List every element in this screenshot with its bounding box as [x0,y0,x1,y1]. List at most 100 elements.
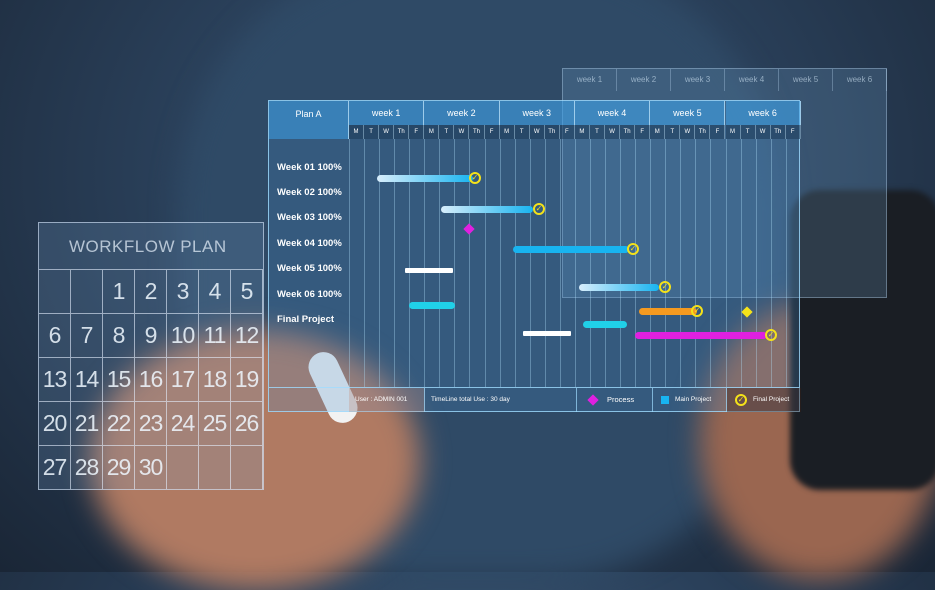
week-header: week 6 [725,101,801,125]
week-header: week 2 [424,101,500,125]
left-hand [90,330,420,590]
user-label: User : ADMIN 001 [349,388,425,412]
calendar-day: 29 [103,445,135,489]
day-header: M [650,125,666,139]
calendar-day [167,445,199,489]
day-header: W [605,125,621,139]
calendar-day: 15 [103,357,135,401]
task-bar [639,308,697,315]
task-bar [579,284,659,291]
grid-line [454,139,456,387]
grid-line [439,139,441,387]
row-label: Week 01 100% [277,162,342,173]
check-icon: ✓ [533,203,545,215]
week-header: week 4 [574,101,651,125]
main-project-square-icon [661,396,669,404]
day-header: W [529,125,545,139]
check-icon: ✓ [627,243,639,255]
calendar-day: 2 [135,269,167,313]
grid-line [770,139,772,387]
calendar-day: 9 [135,313,167,357]
row-label: Week 06 100% [277,289,342,300]
calendar-day: 12 [231,313,263,357]
grid-line [424,139,426,387]
check-icon: ✓ [469,172,481,184]
day-header: Th [469,125,485,139]
task-bar [635,332,767,339]
row-label: Final Project [277,314,335,325]
calendar-title: WORKFLOW PLAN [69,237,227,256]
day-header: Th [695,125,711,139]
calendar-day: 30 [135,445,167,489]
grid-line [499,139,501,387]
process-diamond-icon [741,306,753,318]
calendar-day: 23 [135,401,167,445]
gantt-footer: User : ADMIN 001 TimeLine total Use : 30… [269,387,801,412]
task-bar [583,321,627,328]
grid-line [409,139,411,387]
calendar-day: 3 [167,269,199,313]
day-header: M [725,125,741,139]
day-header: F [710,125,726,139]
grid-line [544,139,546,387]
week-header: week 3 [499,101,575,125]
day-header: Th [394,125,410,139]
grid-line [529,139,531,387]
grid-line [469,139,471,387]
day-header: T [589,125,605,139]
grid-line [379,139,381,387]
grid-line [710,139,712,387]
legend-main-project: Main Project [653,388,727,412]
day-header: T [740,125,756,139]
row-label: Week 02 100% [277,187,342,198]
grid-line [605,139,607,387]
calendar-day: 21 [71,401,103,445]
calendar-day: 16 [135,357,167,401]
day-header: M [349,125,365,139]
day-header: W [379,125,395,139]
legend-final-project: ✓ Final Project [727,388,801,412]
day-header: T [665,125,681,139]
task-bar [409,302,455,309]
process-diamond-icon [587,394,599,406]
grid-line [740,139,742,387]
process-diamond-icon [463,223,475,235]
back-week-header: week 6 [833,69,887,91]
task-bar [441,206,533,213]
legend-process-label: Process [607,395,635,404]
back-week-header: week 3 [671,69,725,91]
day-header: F [484,125,500,139]
day-header: W [454,125,470,139]
plan-header: Plan A [269,101,349,139]
grid-line [635,139,637,387]
day-header: Th [620,125,636,139]
calendar-day: 1 [103,269,135,313]
workflow-calendar: WORKFLOW PLAN 1 2 3 4 5 6 7 8 9 10 11 12 13 14 15 16 17 1… [38,222,264,490]
day-header: Th [770,125,786,139]
calendar-day: 20 [39,401,71,445]
check-icon: ✓ [659,281,671,293]
legend-final-project-label: Final Project [753,396,790,403]
day-header: T [514,125,530,139]
grid-line [695,139,697,387]
calendar-day: 13 [39,357,71,401]
calendar-day [231,445,263,489]
grid-line [725,139,727,387]
grid-line [559,139,561,387]
row-label: Week 04 100% [277,238,342,249]
check-icon: ✓ [735,394,747,406]
back-week-header: week 2 [617,69,671,91]
calendar-day: 6 [39,313,71,357]
task-bar [513,246,629,253]
grid-line [650,139,652,387]
grid-line [349,139,350,387]
calendar-day: 19 [231,357,263,401]
calendar-day: 17 [167,357,199,401]
back-week-header: week 5 [779,69,833,91]
grid-line [394,139,396,387]
calendar-day: 28 [71,445,103,489]
check-icon: ✓ [691,305,703,317]
calendar-day: 10 [167,313,199,357]
back-week-header: week 1 [563,69,617,91]
grid-line [680,139,682,387]
